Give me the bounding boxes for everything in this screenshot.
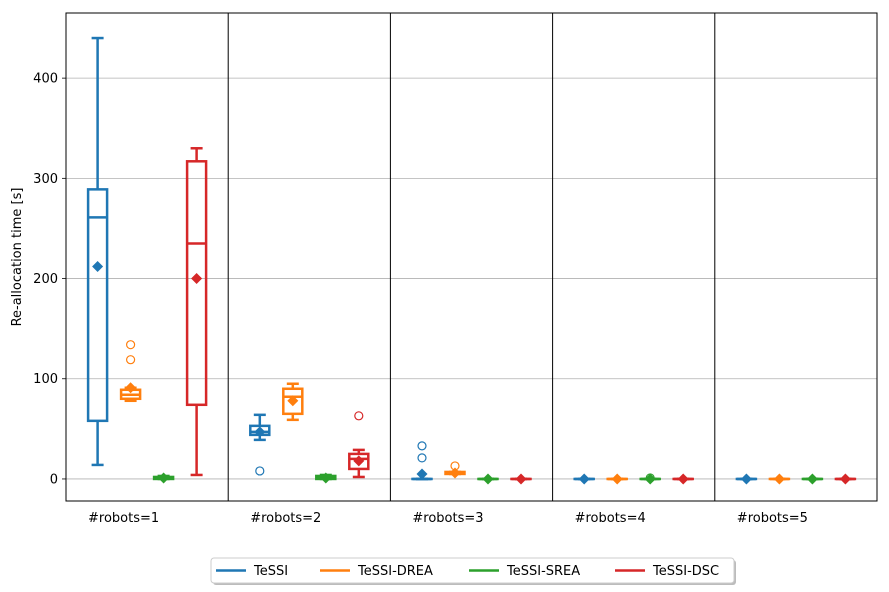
y-tick-label: 300 <box>33 172 58 187</box>
mean-marker <box>677 473 689 485</box>
box-tessi-srea-2 <box>315 472 337 484</box>
boxplots <box>86 36 857 485</box>
y-tick-label: 400 <box>33 72 58 87</box>
mean-marker <box>806 473 818 485</box>
box-tessi-drea-5 <box>768 473 791 485</box>
box-tessi-dsc-4 <box>672 473 694 485</box>
x-tick-label: #robots=2 <box>250 511 321 526</box>
mean-marker <box>644 473 656 485</box>
box-tessi-2 <box>249 413 271 476</box>
x-tick-label: #robots=4 <box>575 511 646 526</box>
x-axis-ticks: #robots=1 #robots=2 #robots=3 #robots=4 #rob… <box>88 511 808 526</box>
legend-entry: TeSSI-DSC <box>615 564 719 579</box>
box-tessi-srea-4 <box>639 473 661 485</box>
outlier-point <box>417 453 427 463</box>
y-tick-label: 0 <box>50 472 58 487</box>
outlier-point <box>255 466 265 476</box>
mean-marker <box>449 467 461 479</box>
mean-marker <box>578 473 590 485</box>
box-tessi-srea-5 <box>801 473 824 485</box>
box-tessi-srea-3 <box>477 473 499 485</box>
legend: TeSSI TeSSI-DREA TeSSI-SREA TeSSI-DSC <box>210 557 736 585</box>
box-tessi-dsc-1 <box>185 147 208 477</box>
mean-marker <box>740 473 752 485</box>
box-tessi-1 <box>86 36 109 467</box>
box-tessi-drea-2 <box>282 382 304 422</box>
box-iqr <box>282 387 304 416</box>
mean-marker <box>125 382 137 394</box>
box-tessi-5 <box>735 473 758 485</box>
mean-marker <box>482 473 494 485</box>
outlier-point <box>126 355 136 365</box>
mean-marker <box>353 455 365 467</box>
legend-label: TeSSI-DREA <box>357 564 433 579</box>
x-tick-label: #robots=5 <box>737 511 808 526</box>
outlier-point <box>417 441 427 451</box>
x-tick-label: #robots=3 <box>412 511 483 526</box>
mean-marker <box>287 395 299 407</box>
legend-entry: TeSSI-SREA <box>469 564 580 579</box>
mean-marker <box>416 468 428 480</box>
mean-marker <box>92 261 104 273</box>
outlier-point <box>126 340 136 350</box>
box-tessi-srea-1 <box>152 472 175 484</box>
mean-marker <box>515 473 527 485</box>
box-tessi-dsc-2 <box>348 411 370 479</box>
box-tessi-4 <box>573 473 595 485</box>
box-tessi-drea-4 <box>606 473 628 485</box>
box-tessi-drea-3 <box>444 461 466 479</box>
outlier-point <box>354 411 364 421</box>
legend-label: TeSSI-DSC <box>652 564 719 579</box>
legend-entry: TeSSI-DREA <box>320 564 433 579</box>
box-tessi-dsc-3 <box>510 473 532 485</box>
box-tessi-dsc-5 <box>834 473 857 485</box>
mean-marker <box>191 273 203 285</box>
group-separators <box>227 13 716 501</box>
box-iqr <box>185 160 208 407</box>
y-axis-ticks: 0 100 200 300 400 <box>33 72 66 487</box>
plot-frame <box>65 12 878 502</box>
mean-marker <box>158 472 170 484</box>
mean-marker <box>773 473 785 485</box>
mean-marker <box>320 472 332 484</box>
box-tessi-3 <box>411 441 433 481</box>
mean-marker <box>839 473 851 485</box>
box-iqr <box>348 452 370 471</box>
mean-marker <box>611 473 623 485</box>
box-iqr <box>86 188 109 423</box>
legend-label: TeSSI-SREA <box>506 564 580 579</box>
mean-marker <box>254 426 266 438</box>
y-tick-label: 100 <box>33 372 58 387</box>
y-tick-label: 200 <box>33 272 58 287</box>
legend-entry: TeSSI <box>216 564 288 579</box>
box-tessi-drea-1 <box>119 340 142 403</box>
x-tick-label: #robots=1 <box>88 511 159 526</box>
y-axis-label: Re-allocation time [s] <box>10 188 25 327</box>
legend-label: TeSSI <box>253 564 288 579</box>
